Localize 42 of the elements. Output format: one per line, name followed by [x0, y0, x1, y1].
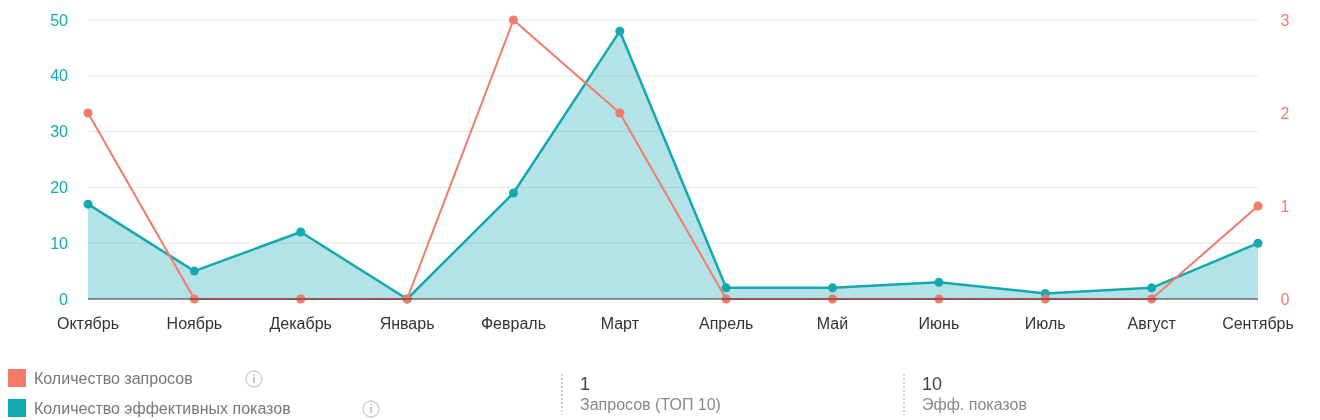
x-tick-label: Март — [600, 314, 640, 332]
x-tick-label: Октябрь — [56, 314, 120, 332]
y2-tick-label: 1 — [1280, 197, 1290, 215]
point — [1147, 283, 1157, 293]
point — [934, 277, 944, 287]
y-tick-label: 20 — [50, 179, 69, 196]
x-tick-label: Февраль — [480, 314, 546, 332]
x-tick-label: Июль — [1024, 314, 1066, 332]
y-tick-label: 30 — [50, 123, 69, 141]
y-tick-label: 40 — [50, 67, 69, 85]
text: 10 — [922, 374, 943, 395]
text: Эфф. показов — [922, 395, 1027, 413]
y2-tick-label: 0 — [1280, 290, 1290, 308]
x-tick-label: Декабрь — [269, 314, 332, 332]
point — [296, 227, 306, 237]
point — [83, 199, 93, 209]
text: 1 — [580, 374, 591, 395]
x-tick-label: Ноябрь — [166, 314, 223, 332]
point — [83, 108, 93, 118]
y-tick-label: 0 — [59, 290, 69, 308]
x-tick-label: Январь — [379, 314, 435, 332]
point — [1253, 201, 1263, 211]
x-tick-label: Апрель — [699, 314, 754, 332]
point — [189, 266, 199, 276]
point — [721, 283, 731, 293]
point — [828, 283, 838, 293]
point — [615, 26, 625, 36]
text: Запросов (ТОП 10) — [580, 395, 721, 413]
x-tick-label: Июнь — [918, 314, 960, 332]
x-tick-label: Август — [1127, 314, 1177, 332]
y2-tick-label: 2 — [1280, 104, 1290, 122]
y-tick-label: 10 — [50, 234, 69, 252]
y2-tick-label: 3 — [1280, 11, 1290, 29]
point — [508, 15, 518, 25]
y-tick-label: 50 — [50, 11, 69, 29]
legend-label: Количество запросов — [34, 369, 193, 387]
x-tick-label: Май — [816, 314, 849, 332]
legend-label: Количество эффективных показов — [34, 399, 291, 417]
x-tick-label: Сентябрь — [1222, 314, 1294, 332]
point — [615, 108, 625, 118]
point — [508, 188, 518, 198]
point — [1253, 238, 1263, 248]
